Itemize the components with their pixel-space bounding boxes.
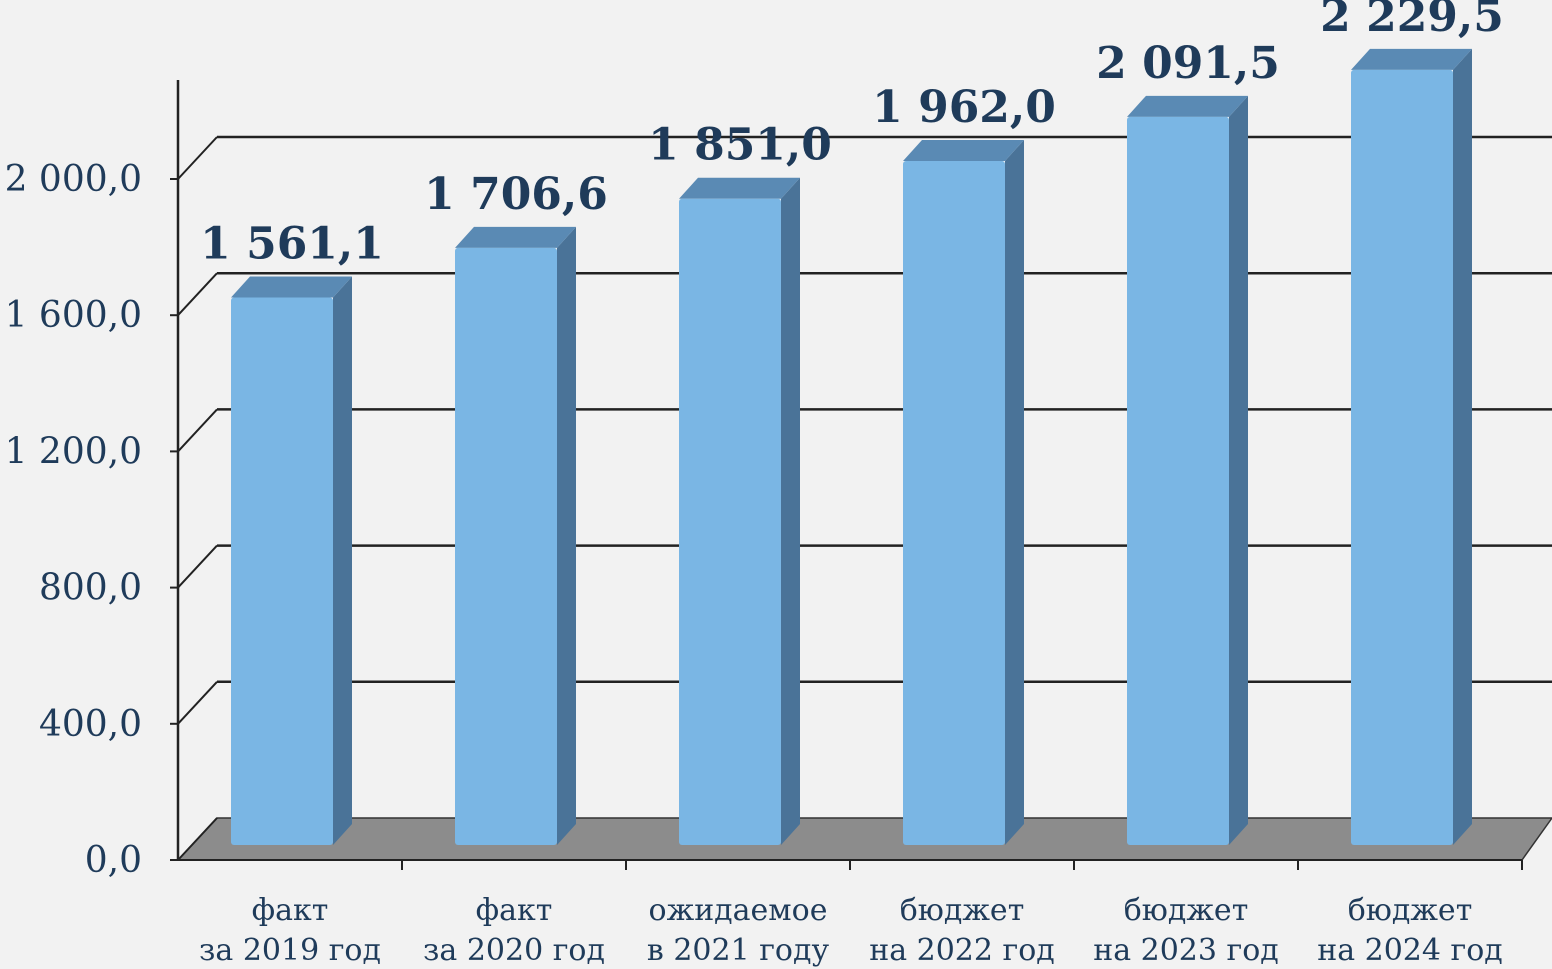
bar-front bbox=[903, 160, 1005, 846]
wall-gridline bbox=[177, 681, 218, 725]
gridlines bbox=[177, 135, 1552, 861]
bar bbox=[903, 139, 1024, 846]
bar-side bbox=[781, 177, 800, 845]
bar-side bbox=[333, 276, 352, 846]
category-label-line: в 2021 году bbox=[647, 933, 830, 968]
category-label-line: ожидаемое bbox=[649, 893, 828, 928]
wall-gridline bbox=[177, 136, 218, 180]
bar-front bbox=[1351, 69, 1453, 846]
y-tick-label: 0,0 bbox=[85, 840, 142, 881]
bars bbox=[231, 48, 1472, 846]
axes bbox=[170, 80, 1523, 870]
category-label-line: на 2023 год bbox=[1093, 933, 1279, 968]
category-label-line: на 2024 год bbox=[1317, 933, 1503, 968]
wall-gridline bbox=[177, 408, 218, 453]
bar-top bbox=[231, 276, 352, 298]
bar-top bbox=[903, 139, 1024, 161]
category-label-line: бюджет bbox=[1124, 893, 1249, 928]
bar-front bbox=[455, 247, 557, 845]
data-label: 2 229,5 bbox=[1320, 0, 1504, 42]
wall-gridline bbox=[177, 817, 218, 861]
category-label: факт за 2020 год bbox=[423, 893, 605, 968]
category-label-line: за 2019 год bbox=[199, 933, 381, 968]
category-label-line: факт bbox=[252, 893, 329, 928]
y-tick-label: 800,0 bbox=[39, 568, 142, 609]
category-label-line: факт bbox=[476, 893, 553, 928]
bar bbox=[1127, 95, 1248, 846]
category-label: факт за 2019 год bbox=[199, 893, 381, 968]
wall-gridline bbox=[177, 544, 218, 589]
bar-side bbox=[1229, 95, 1248, 846]
bar-top bbox=[1127, 95, 1248, 117]
category-label: бюджет на 2023 год bbox=[1093, 893, 1279, 968]
bar-front bbox=[679, 198, 781, 845]
y-tick-label: 1 200,0 bbox=[5, 431, 142, 472]
category-label-line: на 2022 год bbox=[869, 933, 1055, 968]
bar-top bbox=[679, 177, 800, 199]
category-labels: факт за 2019 год факт за 2020 год ожидаемое в… bbox=[199, 893, 1503, 968]
bar bbox=[231, 276, 352, 846]
category-label: бюджет на 2024 год bbox=[1317, 893, 1503, 968]
data-label: 1 706,6 bbox=[424, 169, 608, 220]
data-label: 1 561,1 bbox=[200, 218, 384, 269]
y-tick-label: 1 600,0 bbox=[5, 295, 142, 336]
bar-top bbox=[1351, 48, 1472, 70]
bar-side bbox=[1005, 139, 1024, 846]
category-label-line: бюджет bbox=[1348, 893, 1473, 928]
y-tick-label: 400,0 bbox=[39, 704, 142, 745]
data-labels: 1 561,1 1 706,6 1 851,0 1 962,0 2 091,5 2 229… bbox=[200, 0, 1504, 269]
bar-top bbox=[455, 226, 576, 248]
bar-front bbox=[231, 297, 333, 846]
bar-side bbox=[1453, 48, 1472, 846]
bar bbox=[1351, 48, 1472, 846]
data-label: 1 851,0 bbox=[648, 120, 832, 171]
chart-floor bbox=[176, 817, 1552, 861]
wall-gridline bbox=[177, 272, 218, 316]
bar-side bbox=[557, 226, 576, 845]
data-label: 1 962,0 bbox=[872, 82, 1056, 133]
category-label-line: бюджет bbox=[900, 893, 1025, 928]
y-tick-labels: 0,0 400,0 800,0 1 200,0 1 600,0 2 000,0 bbox=[5, 159, 142, 881]
y-tick-label: 2 000,0 bbox=[5, 159, 142, 200]
bar bbox=[679, 177, 800, 845]
category-label-line: за 2020 год bbox=[423, 933, 605, 968]
bar-front bbox=[1127, 116, 1229, 846]
data-label: 2 091,5 bbox=[1096, 38, 1280, 89]
bar bbox=[455, 226, 576, 845]
floor-plane bbox=[176, 817, 1552, 861]
category-label: бюджет на 2022 год bbox=[869, 893, 1055, 968]
category-label: ожидаемое в 2021 году bbox=[647, 893, 830, 968]
